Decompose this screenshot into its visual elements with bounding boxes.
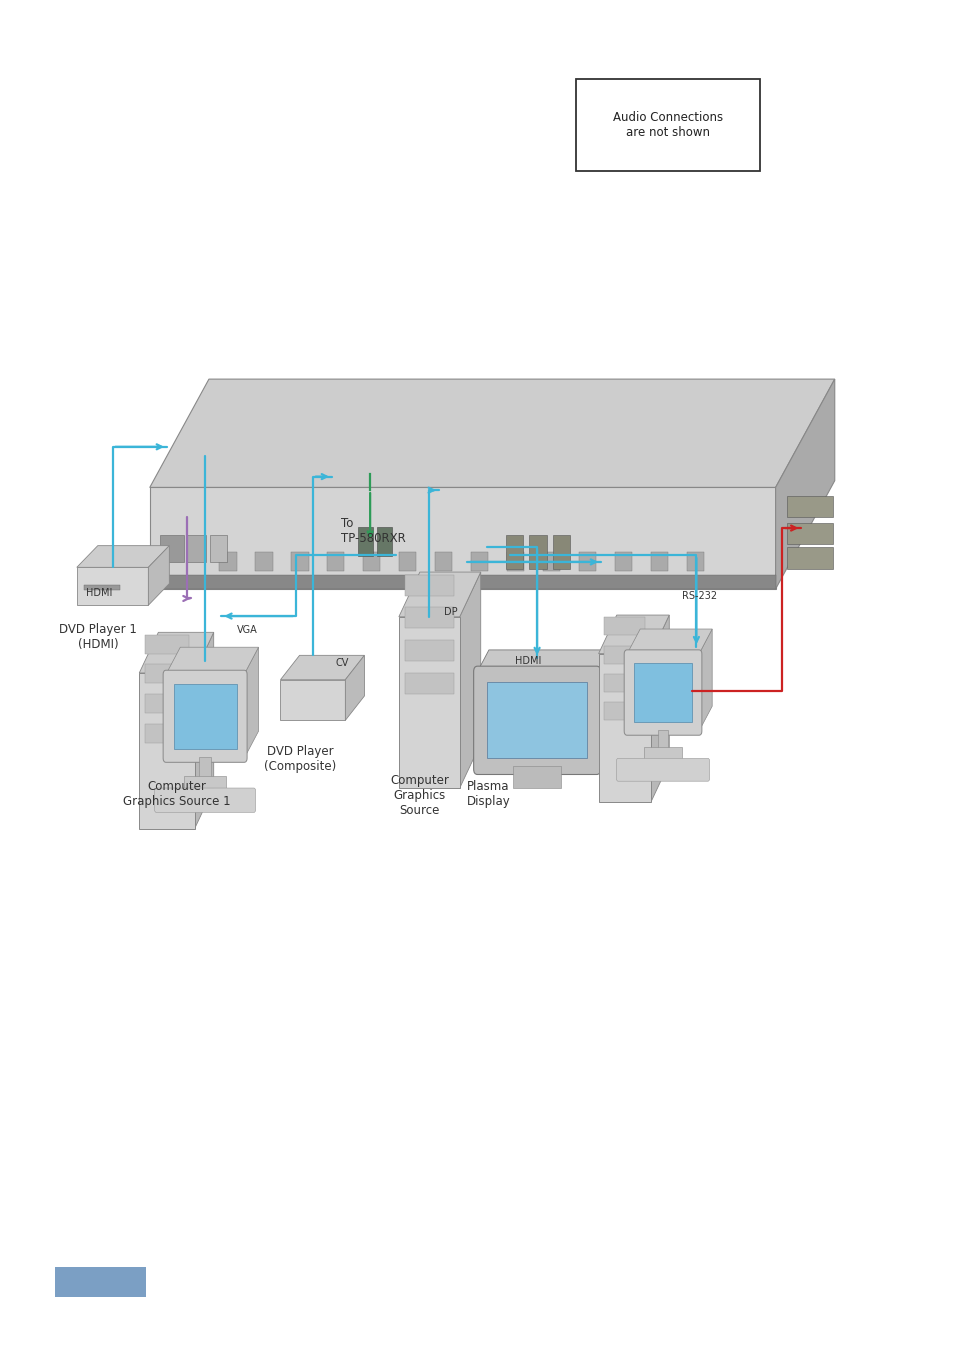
Polygon shape [598, 654, 651, 802]
Bar [145, 695, 189, 714]
Bar [507, 552, 524, 571]
Bar [291, 552, 308, 571]
Bar [55, 1267, 146, 1297]
Polygon shape [598, 615, 669, 654]
Polygon shape [280, 655, 364, 680]
FancyBboxPatch shape [616, 758, 709, 781]
FancyBboxPatch shape [576, 79, 760, 171]
Text: Plasma
Display: Plasma Display [466, 780, 510, 808]
Bar [398, 552, 416, 571]
Polygon shape [148, 546, 169, 605]
Text: To
TP-580RXR: To TP-580RXR [340, 517, 405, 546]
Bar [435, 552, 452, 571]
Bar [786, 547, 832, 569]
Bar [578, 552, 596, 571]
Bar [145, 665, 189, 684]
Text: RS-232: RS-232 [681, 590, 717, 601]
Bar [603, 617, 645, 635]
Text: Computer
Graphics
Source: Computer Graphics Source [390, 774, 449, 818]
Polygon shape [139, 673, 194, 829]
Polygon shape [775, 379, 834, 589]
Polygon shape [398, 617, 459, 788]
Polygon shape [150, 575, 775, 589]
Bar [634, 662, 691, 723]
Bar [657, 730, 668, 750]
Bar [404, 608, 454, 628]
Text: DVD Player 1
(HDMI): DVD Player 1 (HDMI) [59, 623, 137, 651]
Text: HDMI: HDMI [515, 655, 541, 666]
Polygon shape [244, 647, 258, 758]
Text: DVD Player
(Composite): DVD Player (Composite) [264, 745, 336, 773]
Bar [553, 535, 570, 569]
Bar [471, 552, 488, 571]
Bar [160, 535, 184, 562]
Bar [529, 535, 546, 569]
FancyBboxPatch shape [154, 788, 255, 812]
Bar [615, 552, 632, 571]
Bar [173, 684, 236, 749]
Bar [486, 682, 586, 758]
Bar [255, 552, 273, 571]
Polygon shape [459, 571, 480, 788]
Bar [85, 585, 120, 590]
Text: Audio Connections
are not shown: Audio Connections are not shown [613, 111, 722, 138]
FancyBboxPatch shape [623, 650, 701, 735]
Polygon shape [651, 615, 669, 802]
Bar [542, 552, 559, 571]
Bar [603, 674, 645, 692]
Bar [603, 646, 645, 663]
Bar [786, 523, 832, 544]
Bar [513, 766, 560, 788]
Bar [686, 552, 703, 571]
Polygon shape [194, 632, 213, 829]
Bar [199, 757, 211, 779]
Bar [184, 776, 226, 788]
Text: Computer
Graphics Source 1: Computer Graphics Source 1 [123, 780, 230, 808]
Bar [145, 724, 189, 743]
Bar [505, 535, 522, 569]
Text: VGA: VGA [236, 624, 257, 635]
Polygon shape [345, 655, 364, 720]
Polygon shape [596, 650, 607, 769]
FancyBboxPatch shape [473, 666, 600, 774]
Bar [376, 527, 392, 556]
Bar [404, 673, 454, 693]
Bar [404, 640, 454, 661]
Polygon shape [476, 650, 607, 672]
Bar [603, 703, 645, 720]
Polygon shape [166, 647, 258, 674]
Polygon shape [150, 487, 775, 589]
Text: DP: DP [443, 607, 456, 617]
Bar [786, 496, 832, 517]
Polygon shape [76, 567, 148, 605]
Text: CV: CV [335, 658, 349, 669]
Bar [650, 552, 667, 571]
Text: HDMI: HDMI [86, 588, 112, 598]
Bar [145, 635, 189, 654]
Bar [210, 535, 227, 562]
Polygon shape [398, 571, 480, 617]
Polygon shape [699, 630, 712, 731]
Polygon shape [150, 379, 834, 487]
Polygon shape [76, 546, 169, 567]
Polygon shape [280, 680, 345, 720]
Polygon shape [626, 630, 712, 654]
Bar [357, 527, 373, 556]
Bar [404, 574, 454, 596]
Bar [643, 747, 681, 758]
FancyBboxPatch shape [163, 670, 247, 762]
Bar [363, 552, 380, 571]
Bar [187, 535, 206, 562]
Bar [327, 552, 344, 571]
Polygon shape [139, 632, 213, 673]
Bar [219, 552, 236, 571]
